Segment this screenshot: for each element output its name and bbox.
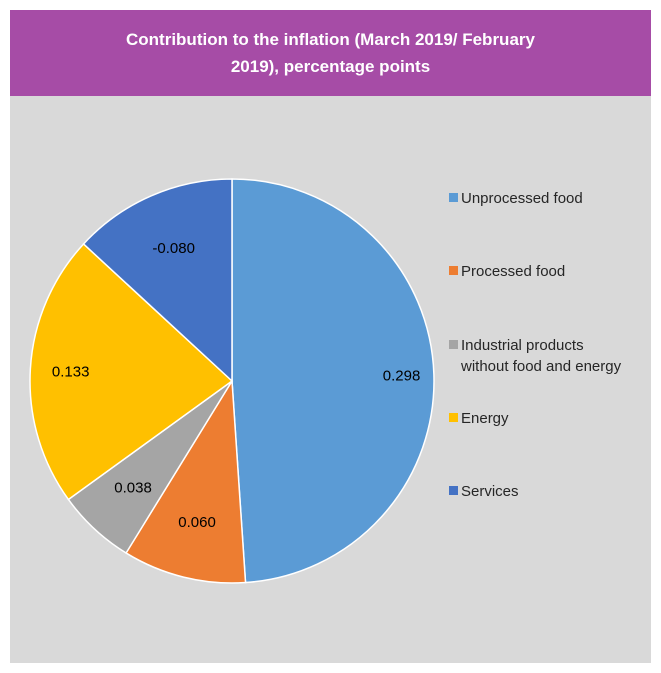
chart-title: Contribution to the inflation (March 201… xyxy=(126,30,535,76)
legend-label-services: Services xyxy=(461,483,519,500)
legend-item-processed-food: Processed food xyxy=(449,263,565,280)
data-label-energy: 0.133 xyxy=(52,363,90,380)
legend-item-energy: Energy xyxy=(449,410,509,427)
legend-swatch-processed-food xyxy=(449,266,458,275)
data-label-processed-food: 0.060 xyxy=(178,514,216,531)
legend-label-industrial-products-without-food-and-energy: Industrial products without food and ener… xyxy=(460,337,622,375)
data-label-services: -0.080 xyxy=(152,240,195,257)
pie-slice-processed-food xyxy=(125,378,247,584)
legend-item-services: Services xyxy=(449,483,519,500)
pie-slice-energy xyxy=(29,242,234,501)
data-label-industrial-products-without-food-and-energy: 0.038 xyxy=(114,480,152,497)
legend-swatch-industrial-products-without-food-and-energy xyxy=(449,340,458,349)
pie-slice-unprocessed-food xyxy=(231,178,435,584)
data-label-unprocessed-food: 0.298 xyxy=(383,367,421,384)
legend-item-unprocessed-food: Unprocessed food xyxy=(449,190,583,207)
legend-item-industrial-products-without-food-and-energy: Industrial products without food and ener… xyxy=(449,337,622,375)
legend-swatch-energy xyxy=(449,413,458,422)
legend-label-unprocessed-food: Unprocessed food xyxy=(461,190,583,207)
legend-label-processed-food: Processed food xyxy=(461,263,565,280)
title-bar: Contribution to the inflation (March 201… xyxy=(10,10,651,96)
legend-label-energy: Energy xyxy=(461,410,509,427)
legend-swatch-services xyxy=(449,486,458,495)
pie-slice-services xyxy=(82,178,233,383)
legend-swatch-unprocessed-food xyxy=(449,193,458,202)
